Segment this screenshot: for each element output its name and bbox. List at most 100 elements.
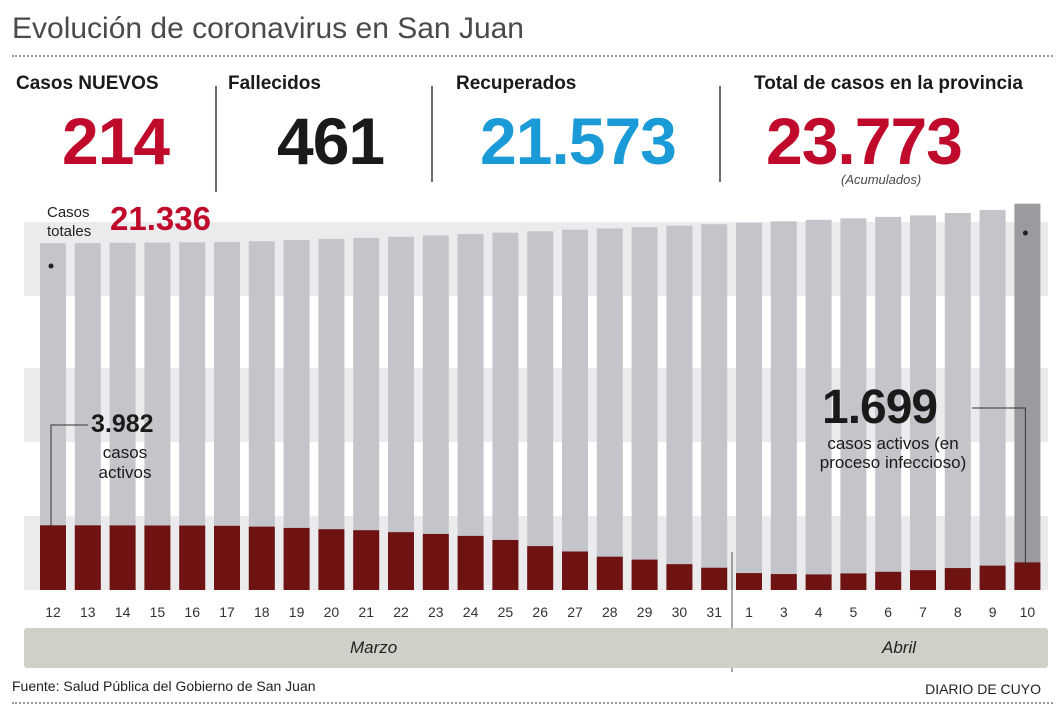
stat-separator [215, 86, 217, 192]
active-cases-bar [701, 567, 728, 590]
active-cases-bar [631, 559, 658, 590]
active-cases-end-value: 1.699 [822, 381, 938, 434]
active-cases-end-label: casos activos (en proceso infeccioso) [819, 434, 967, 472]
active-cases-bar [805, 574, 832, 590]
month-label-march: Marzo [350, 638, 398, 657]
x-tick-label: 29 [637, 604, 653, 620]
active-cases-bar [736, 573, 762, 590]
active-cases-bar [422, 533, 449, 590]
active-start-leader [50, 424, 88, 528]
total-cases-bar [875, 216, 902, 590]
active-cases-bar [875, 571, 902, 590]
active-cases-bar [840, 573, 867, 590]
x-tick-label: 7 [919, 604, 927, 620]
total-cases-bar [736, 222, 762, 590]
x-tick-label: 18 [254, 604, 270, 620]
title-divider [12, 55, 1053, 57]
x-tick-label: 27 [567, 604, 583, 620]
x-tick-label: 31 [706, 604, 722, 620]
x-tick-label: 14 [115, 604, 131, 620]
active-cases-bar [910, 570, 936, 590]
total-cases-end-marker [1022, 230, 1028, 236]
x-tick-label: 28 [602, 604, 618, 620]
active-cases-bar [214, 525, 240, 590]
active-cases-bar [457, 535, 484, 590]
active-cases-bar [1014, 562, 1041, 590]
x-tick-label: 19 [289, 604, 305, 620]
x-tick-label: 12 [45, 604, 61, 620]
active-cases-bar [388, 532, 414, 590]
active-cases-bar [944, 568, 971, 590]
total-cases-bar [562, 229, 588, 591]
active-cases-bar [144, 525, 171, 590]
active-cases-bar [596, 556, 623, 590]
x-tick-label: 16 [184, 604, 200, 620]
x-tick-label: 3 [780, 604, 788, 620]
total-cases-bar [492, 232, 519, 590]
total-cases-bar [666, 225, 693, 591]
active-cases-bar [770, 574, 797, 590]
publisher-name: DIARIO DE CUYO [925, 681, 1041, 697]
total-cases-bar [527, 231, 554, 590]
stat-deaths-label: Fallecidos [228, 73, 321, 94]
active-cases-bar [562, 551, 588, 590]
x-tick-label: 15 [150, 604, 166, 620]
x-tick-label: 30 [672, 604, 688, 620]
x-tick-label: 25 [498, 604, 514, 620]
x-tick-label: 8 [954, 604, 962, 620]
active-cases-bar [318, 529, 345, 590]
total-cases-bar [422, 235, 449, 591]
total-cases-bar [388, 236, 414, 590]
stat-recovered-value: 21.573 [480, 104, 677, 178]
stat-new-cases-value: 214 [62, 104, 170, 178]
active-cases-bar [248, 526, 275, 590]
page-title: Evolución de coronavirus en San Juan [12, 12, 524, 45]
active-cases-bar [492, 539, 519, 590]
active-cases-bar [109, 525, 136, 590]
stat-total-value: 23.773 [766, 104, 963, 178]
x-tick-label: 9 [989, 604, 997, 620]
active-cases-bar [283, 527, 310, 590]
total-cases-bar [770, 221, 797, 590]
x-tick-label: 5 [850, 604, 858, 620]
total-cases-bar [805, 219, 832, 590]
x-tick-label: 20 [324, 604, 340, 620]
active-cases-bar [979, 565, 1006, 590]
total-cases-bar [944, 213, 971, 590]
active-cases-bar [40, 525, 66, 590]
x-tick-label: 4 [815, 604, 823, 620]
x-tick-label: 21 [358, 604, 374, 620]
total-cases-value: 21.336 [110, 200, 211, 237]
month-band: Marzo Abril [24, 628, 1048, 668]
stat-total-label: Total de casos en la provincia [754, 73, 1023, 94]
active-cases-bar [74, 525, 101, 590]
x-tick-label: 24 [463, 604, 479, 620]
x-tick-label: 26 [532, 604, 548, 620]
stat-deaths-value: 461 [277, 104, 385, 178]
active-cases-bar [179, 525, 206, 590]
total-cases-bar [1014, 203, 1041, 590]
x-tick-label: 13 [80, 604, 96, 620]
x-tick-label: 23 [428, 604, 444, 620]
stat-separator [719, 86, 721, 182]
active-cases-bar [666, 564, 693, 590]
total-cases-marker [48, 263, 54, 269]
footer-divider [12, 702, 1053, 704]
x-tick-label: 6 [884, 604, 892, 620]
stat-recovered-label: Recuperados [456, 73, 577, 94]
source-note: Fuente: Salud Pública del Gobierno de Sa… [12, 678, 316, 694]
stat-separator [431, 86, 433, 182]
stat-total-note: (Acumulados) [841, 172, 922, 187]
month-label-april: Abril [882, 638, 917, 657]
x-tick-label: 10 [1020, 604, 1036, 620]
active-cases-bar [527, 546, 554, 590]
active-cases-bar [353, 530, 380, 590]
x-tick-label: 17 [219, 604, 235, 620]
total-cases-bar [979, 209, 1006, 590]
total-cases-bar [631, 227, 658, 590]
total-cases-bar [910, 215, 936, 590]
x-tick-label: 1 [745, 604, 753, 620]
active-cases-start-value: 3.982 [91, 410, 154, 438]
total-cases-bar [457, 234, 484, 590]
